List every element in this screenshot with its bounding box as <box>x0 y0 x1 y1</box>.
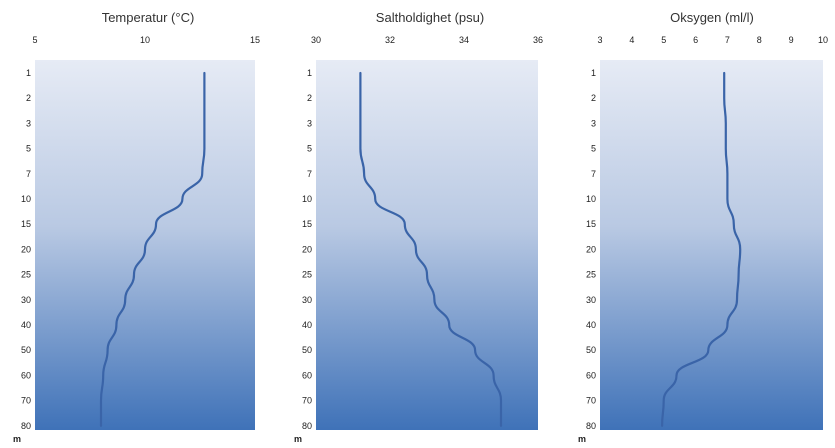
x-tick-label: 30 <box>311 35 321 45</box>
plot-area <box>600 60 823 430</box>
y-tick-label: 15 <box>302 219 312 229</box>
series-line <box>661 71 742 427</box>
y-tick-label: 1 <box>26 68 31 78</box>
chart-title: Temperatur (°C) <box>102 10 195 25</box>
y-tick-label: 50 <box>586 345 596 355</box>
x-tick-label: 15 <box>250 35 260 45</box>
y-tick-label: 7 <box>591 169 596 179</box>
y-tick-label: 50 <box>302 345 312 355</box>
y-tick-label: 80 <box>302 421 312 431</box>
x-tick-label: 8 <box>757 35 762 45</box>
x-tick-label: 4 <box>629 35 634 45</box>
y-tick-label: 40 <box>586 320 596 330</box>
x-tick-label: 34 <box>459 35 469 45</box>
x-tick-label: 10 <box>140 35 150 45</box>
y-tick-label: 70 <box>586 396 596 406</box>
y-tick-label: 30 <box>302 295 312 305</box>
plot-area <box>316 60 538 430</box>
chart-title: Saltholdighet (psu) <box>376 10 484 25</box>
y-tick-label: 3 <box>26 118 31 128</box>
y-tick-label: 20 <box>21 244 31 254</box>
y-tick-label: 3 <box>591 118 596 128</box>
depth-unit-label: m <box>13 434 21 444</box>
y-tick-label: 40 <box>21 320 31 330</box>
y-tick-label: 10 <box>586 194 596 204</box>
chart-panel-2: Saltholdighet (psu) 30 32 34 36 1 2 3 5 7 10 15 20 25… <box>294 10 543 444</box>
y-tick-label: 60 <box>586 370 596 380</box>
y-tick-label: 7 <box>307 169 312 179</box>
x-tick-label: 7 <box>725 35 730 45</box>
y-tick-label: 70 <box>21 396 31 406</box>
chart-panel-3: Oksygen (ml/l) 3 4 5 6 7 8 9 10 1 2 3 5 7 10 15 20 25 30 40… <box>578 10 828 444</box>
y-tick-label: 2 <box>26 93 31 103</box>
x-tick-label: 6 <box>693 35 698 45</box>
x-tick-label: 5 <box>32 35 37 45</box>
y-tick-label: 20 <box>586 244 596 254</box>
y-tick-label: 25 <box>302 270 312 280</box>
x-tick-label: 5 <box>661 35 666 45</box>
y-tick-label: 60 <box>302 370 312 380</box>
y-tick-label: 1 <box>591 68 596 78</box>
y-tick-label: 40 <box>302 320 312 330</box>
x-tick-label: 9 <box>789 35 794 45</box>
y-tick-label: 5 <box>307 144 312 154</box>
depth-unit-label: m <box>578 434 586 444</box>
y-tick-label: 80 <box>586 421 596 431</box>
y-tick-label: 70 <box>302 396 312 406</box>
y-tick-label: 5 <box>26 144 31 154</box>
y-tick-label: 15 <box>586 219 596 229</box>
y-tick-label: 25 <box>586 270 596 280</box>
y-tick-label: 20 <box>302 244 312 254</box>
y-tick-label: 60 <box>21 370 31 380</box>
y-tick-label: 7 <box>26 169 31 179</box>
x-tick-label: 3 <box>597 35 602 45</box>
y-tick-label: 25 <box>21 270 31 280</box>
y-tick-label: 1 <box>307 68 312 78</box>
y-tick-label: 10 <box>21 194 31 204</box>
x-tick-label: 36 <box>533 35 543 45</box>
x-tick-label: 32 <box>385 35 395 45</box>
chart-panel-1: Temperatur (°C) 5 10 15 1 2 3 5 7 10 15 20 25 30 40 50 6… <box>13 10 260 444</box>
y-tick-label: 15 <box>21 219 31 229</box>
y-tick-label: 2 <box>591 93 596 103</box>
depth-unit-label: m <box>294 434 302 444</box>
y-tick-label: 5 <box>591 144 596 154</box>
chart-title: Oksygen (ml/l) <box>670 10 754 25</box>
y-tick-label: 2 <box>307 93 312 103</box>
y-tick-label: 80 <box>21 421 31 431</box>
y-tick-label: 10 <box>302 194 312 204</box>
y-tick-label: 50 <box>21 345 31 355</box>
x-tick-label: 10 <box>818 35 828 45</box>
y-tick-label: 30 <box>586 295 596 305</box>
y-tick-label: 30 <box>21 295 31 305</box>
y-tick-label: 3 <box>307 118 312 128</box>
